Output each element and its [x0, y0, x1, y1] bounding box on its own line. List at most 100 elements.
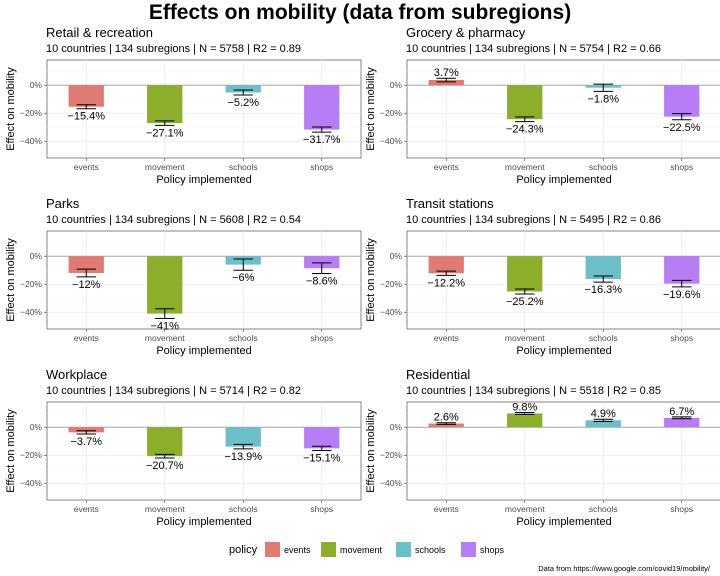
x-axis-title: Policy implemented: [516, 345, 611, 357]
y-tick-label: 0%: [390, 422, 403, 432]
bar-shops: [664, 256, 700, 284]
x-tick-label: shops: [310, 333, 333, 343]
panel-retail-recreation: Retail & recreation 10 countries | 134 su…: [5, 25, 362, 186]
x-tick-label: movement: [145, 162, 185, 172]
panel-title: Transit stations: [406, 196, 494, 211]
y-tick-label: −40%: [380, 307, 402, 317]
x-tick-label: schools: [229, 333, 258, 343]
y-tick-label: −40%: [20, 307, 42, 317]
x-tick-label: shops: [670, 333, 693, 343]
panel-title: Residential: [406, 367, 470, 382]
data-label-schools: −13.9%: [224, 451, 262, 463]
plot-area: [46, 230, 362, 330]
y-axis-title: Effect on mobility: [365, 238, 377, 322]
bar-shops: [664, 85, 700, 117]
y-axis-title: Effect on mobility: [5, 67, 17, 151]
panels-area: Retail & recreation 10 countries | 134 su…: [5, 25, 720, 528]
x-tick-label: movement: [145, 333, 185, 343]
x-tick-label: events: [74, 333, 99, 343]
bar-events: [428, 423, 464, 428]
bar-movement: [507, 413, 543, 428]
data-label-shops: −31.7%: [303, 134, 341, 146]
bar-events: [68, 427, 104, 433]
x-tick-label: events: [434, 504, 459, 514]
data-label-schools: −1.8%: [588, 93, 620, 105]
y-tick-label: −40%: [20, 478, 42, 488]
x-tick-label: events: [74, 162, 99, 172]
bar-schools: [225, 427, 261, 447]
bar-schools: [585, 256, 621, 280]
y-axis-title: Effect on mobility: [5, 409, 17, 493]
x-tick-label: shops: [670, 504, 693, 514]
source-note: Data from https://www.google.com/covid19…: [538, 564, 711, 573]
legend-swatch-events: [265, 542, 280, 557]
legend-swatch-movement: [321, 542, 336, 557]
bar-movement: [507, 85, 543, 120]
x-tick-label: schools: [229, 504, 258, 514]
bar-movement: [147, 256, 183, 314]
figure-title: Effects on mobility (data from subregion…: [149, 1, 571, 24]
bar-shops: [664, 417, 700, 428]
plot-area: [46, 401, 362, 501]
legend-swatch-shops: [461, 542, 476, 557]
x-tick-label: schools: [589, 162, 618, 172]
panel-title: Grocery & pharmacy: [406, 25, 526, 40]
y-tick-label: 0%: [30, 251, 43, 261]
data-label-shops: 6.7%: [669, 406, 694, 418]
data-label-shops: −22.5%: [663, 122, 701, 134]
x-axis-title: Policy implemented: [516, 174, 611, 186]
panel-subtitle: 10 countries | 134 subregions | N = 5758…: [46, 43, 301, 55]
data-label-movement: 9.8%: [512, 402, 537, 414]
x-tick-label: movement: [145, 504, 185, 514]
y-tick-label: −40%: [380, 136, 402, 146]
y-tick-label: 0%: [390, 80, 403, 90]
data-label-events: −12%: [72, 279, 101, 291]
x-tick-label: schools: [589, 504, 618, 514]
y-axis-title: Effect on mobility: [5, 238, 17, 322]
panel-parks: Parks 10 countries | 134 subregions | N =…: [5, 196, 362, 357]
bar-schools: [585, 420, 621, 428]
x-axis-title: Policy implemented: [156, 174, 251, 186]
bar-shops: [304, 427, 340, 449]
panel-title: Parks: [46, 196, 80, 211]
y-tick-label: −20%: [20, 279, 42, 289]
data-label-shops: −19.6%: [663, 289, 701, 301]
y-tick-label: 0%: [390, 251, 403, 261]
panel-residential: Residential 10 countries | 134 subregions…: [365, 367, 720, 528]
y-tick-label: −40%: [20, 136, 42, 146]
y-axis-title: Effect on mobility: [365, 67, 377, 151]
panel-workplace: Workplace 10 countries | 134 subregions |…: [5, 367, 362, 528]
legend-label-events: events: [284, 545, 311, 555]
y-tick-label: −20%: [20, 450, 42, 460]
legend-label-schools: schools: [415, 545, 446, 555]
bar-movement: [147, 85, 183, 124]
x-tick-label: movement: [505, 333, 545, 343]
panel-subtitle: 10 countries | 134 subregions | N = 5608…: [46, 214, 301, 226]
legend-label-movement: movement: [340, 545, 383, 555]
x-axis-title: Policy implemented: [156, 516, 251, 528]
panel-subtitle: 10 countries | 134 subregions | N = 5518…: [406, 385, 661, 397]
panel-subtitle: 10 countries | 134 subregions | N = 5714…: [46, 385, 301, 397]
bar-events: [428, 256, 464, 274]
x-tick-label: movement: [505, 162, 545, 172]
x-tick-label: shops: [310, 504, 333, 514]
panel-subtitle: 10 countries | 134 subregions | N = 5495…: [406, 214, 661, 226]
data-label-movement: −27.1%: [146, 127, 184, 139]
legend-title: policy: [229, 544, 258, 556]
panel-title: Workplace: [46, 367, 107, 382]
data-label-shops: −15.1%: [303, 452, 341, 464]
data-label-movement: −24.3%: [506, 124, 544, 136]
y-tick-label: −20%: [380, 450, 402, 460]
y-tick-label: 0%: [30, 422, 43, 432]
data-label-events: −3.7%: [71, 436, 103, 448]
y-tick-label: 0%: [30, 80, 43, 90]
y-tick-label: −20%: [20, 108, 42, 118]
data-label-schools: 4.9%: [591, 408, 616, 420]
bar-movement: [147, 427, 183, 457]
bar-shops: [304, 85, 340, 130]
gridlines: [47, 402, 361, 500]
x-tick-label: events: [434, 162, 459, 172]
x-tick-label: shops: [310, 162, 333, 172]
data-label-schools: −5.2%: [228, 97, 260, 109]
